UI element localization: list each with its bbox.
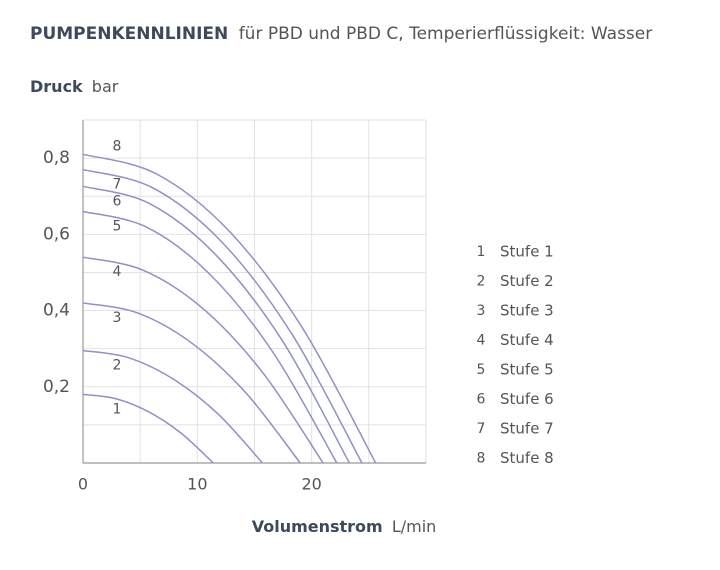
pump-curve [82, 185, 351, 464]
y-axis-label: Druck bar [30, 77, 119, 96]
legend-label: Stufe 1 [500, 243, 554, 261]
curve-label: 4 [113, 264, 122, 280]
chart-title: PUMPENKENNLINIEN für PBD und PBD C, Temp… [30, 24, 652, 44]
legend-number: 6 [477, 392, 486, 408]
y-tick-label: 0,2 [43, 377, 70, 397]
legend-label: Stufe 2 [500, 272, 554, 290]
legend-label: Stufe 4 [500, 331, 554, 349]
title-bold: PUMPENKENNLINIEN [30, 24, 228, 44]
legend-number: 4 [477, 333, 486, 349]
pump-curve [82, 349, 264, 464]
legend-number: 7 [477, 421, 486, 437]
title-rest: für PBD und PBD C, Temperierflüssigkeit:… [239, 24, 653, 44]
y-tick-label: 0,4 [43, 301, 70, 321]
legend-number: 5 [477, 362, 486, 378]
x-tick-label: 20 [301, 475, 321, 494]
curve-label: 3 [113, 310, 122, 326]
pump-curve [82, 210, 338, 464]
y-label: Druck [30, 77, 83, 96]
legend-number: 2 [477, 274, 486, 290]
x-label: Volumenstrom [252, 517, 383, 536]
legend-number: 3 [477, 303, 486, 319]
pump-curve [82, 393, 214, 464]
x-axis-label: Volumenstrom L/min [252, 517, 437, 536]
pump-curve [82, 168, 363, 464]
legend-label: Stufe 8 [500, 449, 554, 467]
x-tick-label: 10 [187, 475, 207, 494]
y-tick-label: 0,6 [43, 224, 70, 244]
curve-label: 5 [113, 218, 122, 234]
pump-curve [82, 153, 377, 464]
y-unit: bar [92, 77, 119, 96]
legend-label: Stufe 3 [500, 302, 554, 320]
legend-label: Stufe 5 [500, 361, 554, 379]
pump-curve [82, 302, 301, 464]
curve-label: 2 [113, 358, 122, 374]
curve-label: 8 [113, 138, 122, 154]
curve-label: 1 [113, 401, 122, 417]
legend-label: Stufe 6 [500, 390, 554, 408]
x-tick-label: 0 [78, 475, 88, 494]
legend-number: 8 [477, 451, 486, 467]
x-unit: L/min [392, 517, 436, 536]
y-tick-label: 0,8 [43, 148, 70, 168]
curve-label: 6 [113, 193, 122, 209]
pump-curve [82, 256, 324, 464]
legend-number: 1 [477, 244, 486, 260]
legend-label: Stufe 7 [500, 420, 554, 438]
curve-label: 7 [113, 177, 122, 193]
